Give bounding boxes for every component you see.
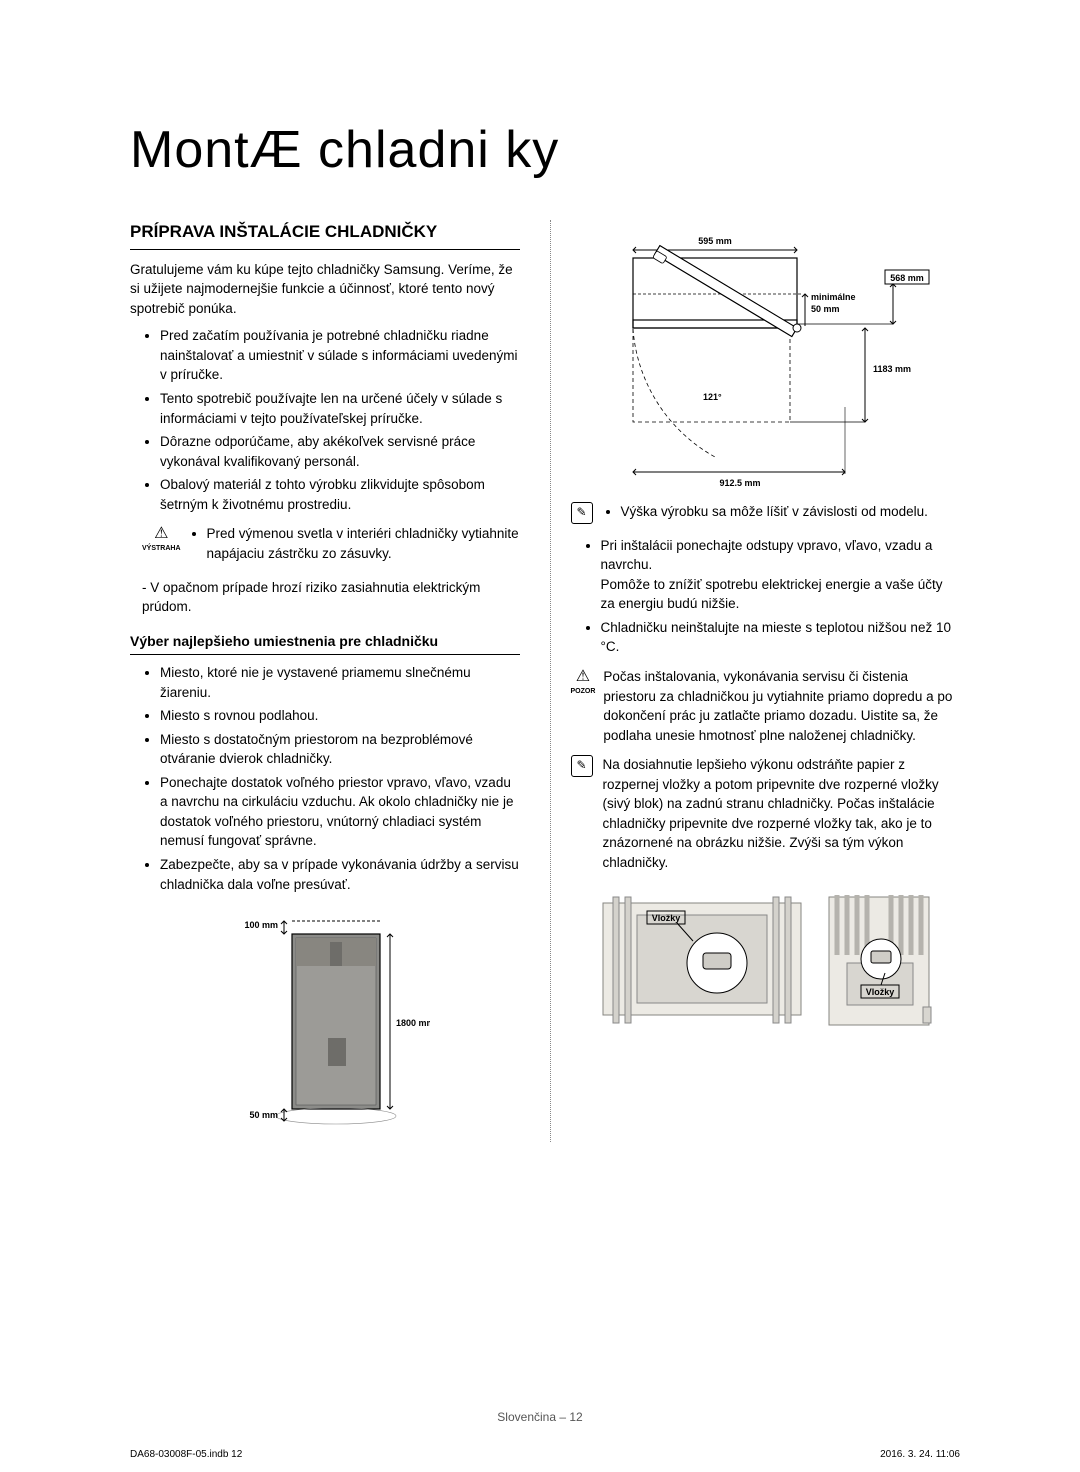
warning-icon: ⚠ VÝSTRAHA: [142, 524, 181, 567]
note-icon: ✎: [571, 502, 593, 524]
warning-body: Pred výmenou svetla v interiéri chladnič…: [189, 524, 520, 567]
dim-top: 100 mm: [244, 920, 278, 930]
list-item: Pred výmenou svetla v interiéri chladnič…: [207, 524, 520, 563]
svg-text:912.5 mm: 912.5 mm: [720, 478, 761, 488]
dim-height: 1800 mm: [396, 1018, 430, 1028]
warning-block: ⚠ VÝSTRAHA Pred výmenou svetla v interié…: [130, 524, 520, 567]
note-block-2: ✎ Na dosiahnutie lepšieho výkonu odstráň…: [571, 755, 961, 872]
svg-text:Vložky: Vložky: [652, 913, 681, 923]
list-item: Tento spotrebič používajte len na určené…: [160, 389, 520, 428]
list-item: Miesto, ktoré nie je vystavené priamemu …: [160, 663, 520, 702]
bullet-list-1: Pred začatím používania je potrebné chla…: [130, 326, 520, 514]
footer-date: 2016. 3. 24. 11:06: [880, 1449, 960, 1460]
list-item: Obalový materiál z tohto výrobku zlikvid…: [160, 475, 520, 514]
svg-text:121°: 121°: [703, 392, 722, 402]
list-item: Chladničku neinštalujte na mieste s tepl…: [601, 618, 961, 657]
list-item: Pred začatím používania je potrebné chla…: [160, 326, 520, 385]
figure-fridge-height: 100 mm 50 mm 1800 mm: [130, 906, 520, 1136]
footer-language: Slovenčina – 12: [0, 1410, 1080, 1424]
list-item: Zabezpečte, aby sa v prípade vykonávania…: [160, 855, 520, 894]
intro-paragraph: Gratulujeme vám ku kúpe tejto chladničky…: [130, 260, 520, 319]
caution-icon: ⚠ POZOR: [571, 667, 596, 745]
svg-text:minimálne: minimálne: [811, 292, 856, 302]
left-column: Príprava inštalácie chladničky Gratuluje…: [130, 220, 520, 1142]
list-item: Pri inštalácii ponechajte odstupy vpravo…: [601, 536, 961, 614]
figure-spacers: Vložky Vložky: [571, 885, 961, 1035]
dim-bottom: 50 mm: [249, 1110, 278, 1120]
svg-text:595 mm: 595 mm: [698, 236, 732, 246]
note-icon: ✎: [571, 755, 593, 777]
svg-text:50 mm: 50 mm: [811, 304, 840, 314]
bullet-list-2: Miesto, ktoré nie je vystavené priamemu …: [130, 663, 520, 894]
page-title: MontÆ chladni ky: [130, 120, 960, 180]
figure-top-view: 595 mm 568 mm minimálne 50 mm: [571, 232, 961, 492]
bullet-list-3: Pri inštalácii ponechajte odstupy vpravo…: [571, 536, 961, 657]
subheading: Výber najlepšieho umiestnenia pre chladn…: [130, 631, 520, 655]
section-heading: Príprava inštalácie chladničky: [130, 220, 520, 250]
list-item: Ponechajte dostatok voľného priestor vpr…: [160, 773, 520, 851]
list-item: Dôrazne odporúčame, aby akékoľvek servis…: [160, 432, 520, 471]
list-item: Miesto s rovnou podlahou.: [160, 706, 520, 726]
caution-label: POZOR: [571, 687, 596, 697]
svg-text:1183 mm: 1183 mm: [873, 364, 911, 374]
list-item: Výška výrobku sa môže líšiť v závislosti…: [621, 502, 961, 522]
dash-paragraph: - V opačnom prípade hrozí riziko zasiahn…: [130, 578, 520, 617]
caution-body: Počas inštalovania, vykonávania servisu …: [603, 667, 960, 745]
content-columns: Príprava inštalácie chladničky Gratuluje…: [130, 220, 960, 1142]
svg-text:Vložky: Vložky: [866, 987, 895, 997]
caution-block: ⚠ POZOR Počas inštalovania, vykonávania …: [571, 667, 961, 745]
note-body: Na dosiahnutie lepšieho výkonu odstráňte…: [603, 755, 961, 872]
footer-file: DA68-03008F-05.indb 12: [130, 1449, 242, 1460]
svg-text:568 mm: 568 mm: [890, 273, 924, 283]
footer-meta: DA68-03008F-05.indb 12 2016. 3. 24. 11:0…: [130, 1449, 960, 1460]
right-column: 595 mm 568 mm minimálne 50 mm: [550, 220, 961, 1142]
list-item: Miesto s dostatočným priestorom na bezpr…: [160, 730, 520, 769]
warning-label: VÝSTRAHA: [142, 544, 181, 554]
dash-text: V opačnom prípade hrozí riziko zasiahnut…: [142, 580, 480, 615]
note-block: ✎ Výška výrobku sa môže líšiť v závislos…: [571, 502, 961, 526]
